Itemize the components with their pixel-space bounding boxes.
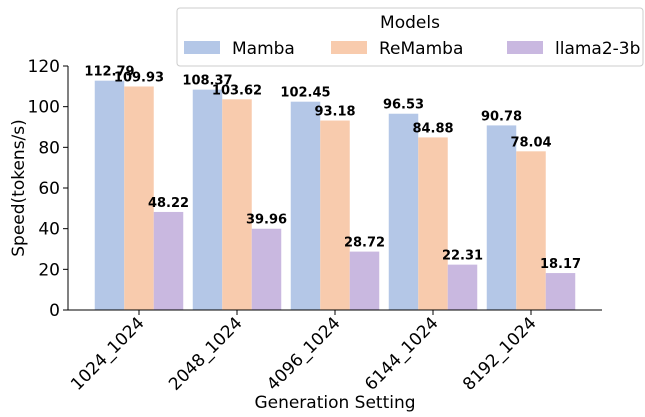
bar [153,211,184,310]
y-tick-label: 100 [28,98,60,118]
y-tick-label: 20 [38,260,60,280]
bar [251,228,282,310]
value-label: 109.93 [114,70,164,85]
bar [94,80,125,310]
bar [545,273,576,310]
x-tick-label: 2048_1024 [165,313,246,394]
bar [418,137,448,310]
bar [222,99,252,310]
y-tick-label: 60 [38,179,60,199]
value-label: 103.62 [212,83,262,98]
legend-title: Models [380,13,440,33]
y-tick-label: 40 [38,220,60,240]
value-label: 84.88 [412,121,453,136]
legend-swatch [507,41,543,54]
y-tick-label: 0 [49,301,60,321]
x-axis-label: Generation Setting [254,393,415,413]
bar [486,125,517,310]
bar [320,120,350,310]
value-label: 28.72 [344,236,385,251]
bar [447,264,478,310]
legend-label: Mamba [232,39,295,59]
bar [388,113,419,310]
legend-swatch [331,41,367,54]
legend-label: ReMamba [379,39,463,59]
value-label: 22.31 [442,249,483,264]
value-label: 48.22 [148,196,189,211]
value-label: 96.53 [383,98,424,113]
bar [124,86,154,310]
legend-swatch [184,41,220,54]
bar [192,89,223,310]
bar [290,101,321,310]
value-label: 102.45 [280,86,330,101]
y-axis-label: Speed(tokens/s) [9,119,29,257]
value-label: 90.78 [481,109,522,124]
x-tick-label: 4096_1024 [263,313,344,394]
value-label: 78.04 [510,135,551,150]
value-label: 39.96 [246,213,287,228]
legend-label: llama2-3b [555,39,640,59]
x-tick-label: 8192_1024 [459,313,540,394]
x-tick-label: 1024_1024 [67,313,148,394]
y-tick-label: 80 [38,138,60,158]
bar [349,251,380,310]
value-label: 18.17 [540,257,581,272]
x-tick-label: 6144_1024 [361,313,442,394]
value-label: 112.79 [84,65,134,80]
y-tick-label: 120 [28,57,60,77]
value-label: 108.37 [182,74,232,89]
value-label: 93.18 [314,105,355,120]
bar [516,151,546,310]
